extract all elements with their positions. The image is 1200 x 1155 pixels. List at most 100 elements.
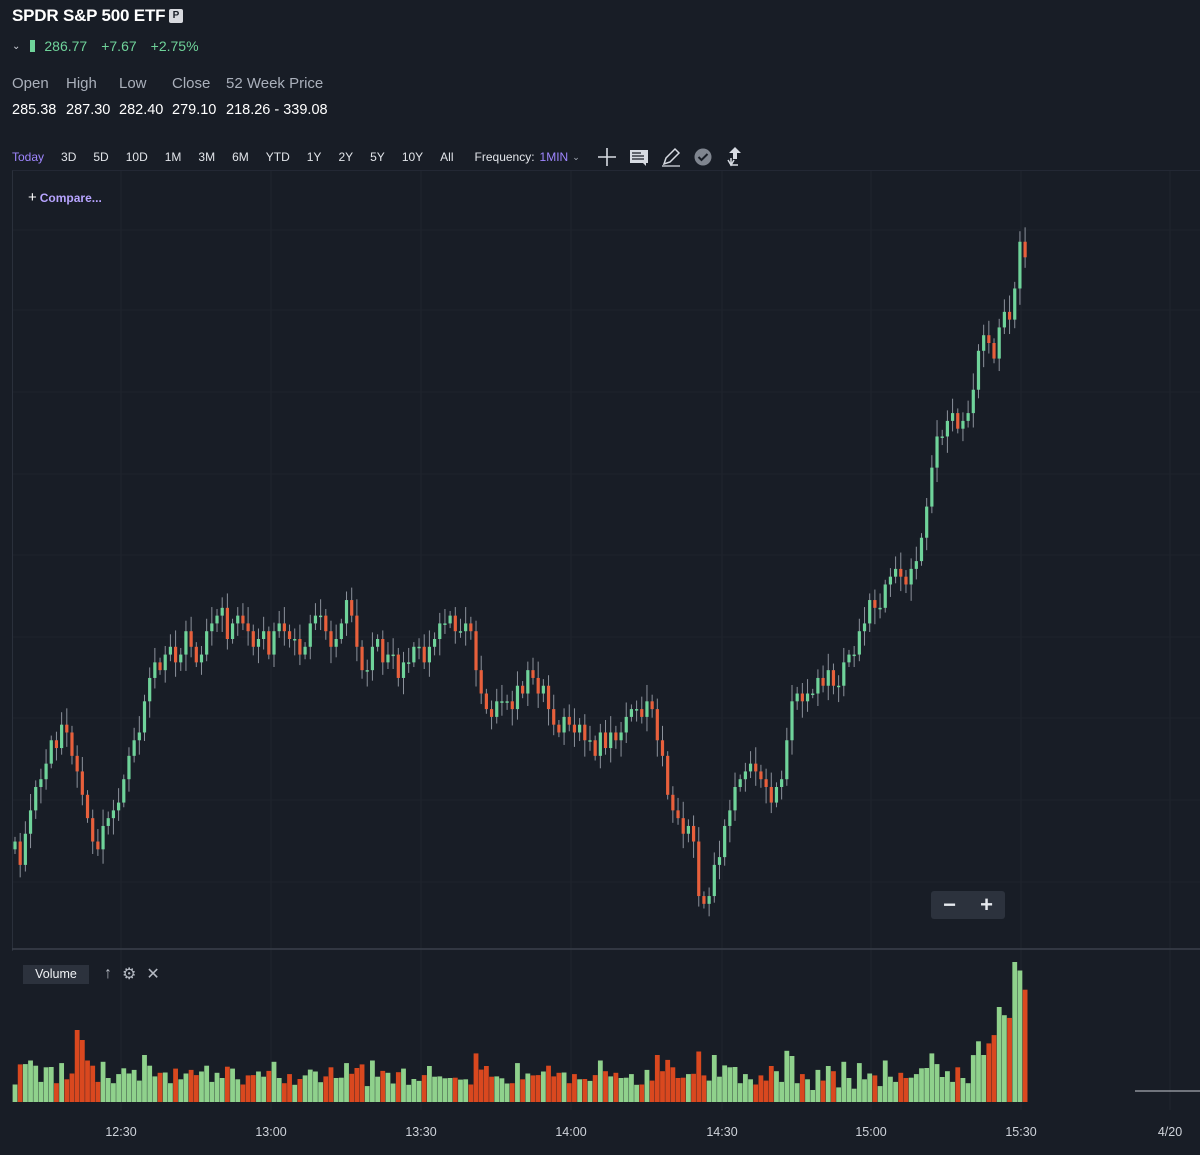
compare-button[interactable]: + Compare...	[28, 189, 102, 206]
range-2y[interactable]: 2Y	[338, 150, 354, 164]
range-10d[interactable]: 10D	[125, 150, 148, 164]
range-10y[interactable]: 10Y	[401, 150, 424, 164]
draw-pencil-icon[interactable]	[660, 146, 682, 168]
candle	[526, 670, 530, 694]
share-icon[interactable]	[724, 146, 746, 168]
candle	[961, 420, 965, 429]
stat-label: High	[66, 75, 97, 92]
candle	[826, 670, 830, 686]
range-today[interactable]: Today	[12, 150, 45, 164]
volume-bar	[452, 1077, 458, 1102]
candle	[541, 685, 545, 694]
volume-bar	[266, 1070, 272, 1102]
range-5y[interactable]: 5Y	[370, 150, 385, 164]
candle	[515, 685, 520, 710]
chart-area[interactable]	[12, 170, 1200, 951]
volume-bar	[903, 1078, 909, 1102]
candle	[743, 771, 747, 780]
volume-bar	[934, 1064, 940, 1102]
candle	[199, 654, 204, 663]
volume-bar	[105, 1078, 111, 1102]
events-check-icon[interactable]	[692, 146, 714, 168]
volume-study-controls: ↑ ⚙ ✕	[104, 964, 170, 984]
volume-bar	[965, 1083, 971, 1102]
candle	[919, 537, 924, 562]
candle	[220, 607, 224, 616]
volume-bar	[644, 1069, 650, 1102]
plus-icon: +	[28, 189, 37, 206]
candle	[277, 623, 281, 632]
candle	[640, 709, 644, 717]
volume-bar	[515, 1063, 520, 1102]
volume-bar	[556, 1072, 562, 1102]
volume-bar	[416, 1080, 422, 1102]
volume-bar	[566, 1083, 572, 1102]
volume-bar	[825, 1066, 831, 1102]
volume-bar	[717, 1076, 722, 1102]
candle	[80, 771, 84, 795]
candle	[422, 646, 426, 663]
candle	[691, 825, 696, 842]
range-6m[interactable]: 6M	[232, 150, 249, 164]
chevron-down-icon[interactable]: ⌄	[572, 151, 580, 162]
stat-value: 218.26 - 339.08	[226, 102, 328, 118]
candle	[759, 771, 763, 780]
candle	[505, 701, 509, 703]
arrow-up-icon[interactable]: ↑	[104, 965, 112, 982]
volume-bar	[763, 1080, 769, 1102]
range-5d[interactable]: 5D	[93, 150, 109, 164]
candle	[360, 646, 364, 671]
x-tick-label: 13:30	[405, 1125, 436, 1139]
frequency-select[interactable]: 1MIN	[539, 150, 569, 164]
volume-bar	[318, 1082, 324, 1102]
candle	[521, 685, 525, 694]
zoom-out-button[interactable]: −	[943, 892, 956, 917]
gear-icon[interactable]: ⚙	[122, 966, 137, 983]
close-icon[interactable]: ✕	[146, 966, 160, 983]
volume-bar	[468, 1084, 474, 1102]
volume-bar	[960, 1078, 966, 1102]
zoom-in-button[interactable]: +	[980, 892, 993, 917]
candle	[489, 709, 494, 717]
x-tick-label: 13:00	[255, 1125, 286, 1139]
candle	[246, 623, 250, 632]
news-icon[interactable]	[628, 146, 650, 168]
candle	[448, 615, 452, 624]
volume-bar	[535, 1075, 541, 1102]
stat-label: Low	[119, 75, 147, 92]
range-1m[interactable]: 1M	[164, 150, 182, 164]
volume-bar	[297, 1079, 303, 1102]
candle	[572, 724, 577, 733]
volume-bar	[121, 1068, 127, 1102]
range-all[interactable]: All	[440, 150, 454, 164]
range-3m[interactable]: 3M	[198, 150, 216, 164]
volume-bar	[613, 1072, 619, 1102]
crosshair-icon[interactable]	[596, 146, 618, 168]
candle	[754, 763, 758, 772]
range-3d[interactable]: 3D	[61, 150, 77, 164]
chevron-down-icon[interactable]: ⌄	[12, 40, 21, 52]
volume-bar	[779, 1081, 785, 1102]
candle	[873, 600, 877, 608]
volume-bar	[794, 1083, 800, 1102]
volume-bar	[390, 1083, 396, 1102]
candle	[256, 639, 261, 647]
volume-bar	[789, 1056, 795, 1102]
volume-bar	[670, 1067, 676, 1102]
range-1y[interactable]: 1Y	[306, 150, 322, 164]
stat-low: Low 282.40	[119, 75, 163, 118]
candle	[717, 857, 722, 865]
x-tick-label: 4/20	[1158, 1125, 1182, 1139]
volume-bar	[74, 1030, 80, 1102]
volume-bar	[214, 1072, 220, 1102]
volume-bar	[742, 1074, 748, 1102]
volume-study-label[interactable]: Volume	[23, 965, 89, 984]
volume-bar	[79, 1040, 85, 1102]
volume-bar	[577, 1079, 583, 1102]
volume-bar	[877, 1086, 883, 1102]
candle	[427, 646, 431, 663]
range-ytd[interactable]: YTD	[265, 150, 290, 164]
volume-bar	[375, 1076, 380, 1102]
volume-bar	[333, 1078, 339, 1102]
